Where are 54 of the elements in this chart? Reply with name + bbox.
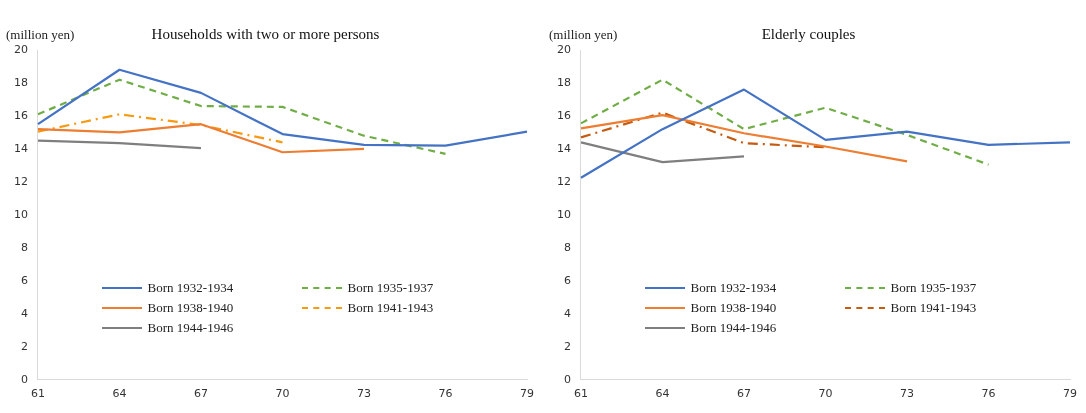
y-tick-label: 8 xyxy=(21,240,28,254)
legend-label: Born 1932-1934 xyxy=(690,279,777,296)
y-tick-label: 12 xyxy=(557,174,571,188)
line-series xyxy=(36,78,447,155)
y-tick-label: 20 xyxy=(557,42,571,56)
y-tick-label: 0 xyxy=(21,372,28,386)
y-tick-label: 6 xyxy=(564,273,571,287)
y-tick-label: 20 xyxy=(14,42,28,56)
x-tick-label: 79 xyxy=(520,387,534,401)
y-tick-label: 0 xyxy=(564,372,571,386)
legend-label: Born 1935-1937 xyxy=(890,279,977,296)
legend-label: Born 1938-1940 xyxy=(690,299,777,316)
x-tick-label: 73 xyxy=(900,387,914,401)
y-tick-label: 10 xyxy=(14,207,28,221)
x-tick-label: 70 xyxy=(818,387,833,401)
y-tick-label: 16 xyxy=(557,108,571,122)
x-tick-label: 76 xyxy=(438,387,453,401)
y-tick-label: 10 xyxy=(557,207,571,221)
line-series xyxy=(579,111,827,149)
line-series xyxy=(36,113,284,144)
x-tick-label: 67 xyxy=(194,387,208,401)
x-tick-label: 76 xyxy=(981,387,996,401)
x-tick-label: 67 xyxy=(737,387,751,401)
y-tick-label: 4 xyxy=(564,306,571,320)
y-tick-label: 14 xyxy=(557,141,571,155)
legend-label: Born 1935-1937 xyxy=(347,279,434,296)
x-tick-label: 64 xyxy=(112,387,127,401)
y-tick-label: 8 xyxy=(564,240,571,254)
x-tick-label: 64 xyxy=(655,387,670,401)
y-tick-label: 16 xyxy=(14,108,28,122)
chart-title: Elderly couples xyxy=(761,25,856,42)
x-tick-label: 61 xyxy=(574,387,588,401)
legend-label: Born 1944-1946 xyxy=(147,319,234,336)
legend-label: Born 1941-1943 xyxy=(347,299,434,316)
x-tick-label: 79 xyxy=(1063,387,1077,401)
y-axis-title: (million yen) xyxy=(549,26,618,42)
x-tick-label: 73 xyxy=(357,387,371,401)
legend-label: Born 1938-1940 xyxy=(147,299,234,316)
y-tick-label: 2 xyxy=(21,339,28,353)
y-tick-label: 2 xyxy=(564,339,571,353)
line-series xyxy=(579,78,990,166)
y-tick-label: 6 xyxy=(21,273,28,287)
legend-label: Born 1944-1946 xyxy=(690,319,777,336)
y-tick-label: 4 xyxy=(21,306,28,320)
y-tick-label: 12 xyxy=(14,174,28,188)
legend-label: Born 1941-1943 xyxy=(890,299,977,316)
y-tick-label: 14 xyxy=(14,141,28,155)
legend-label: Born 1932-1934 xyxy=(147,279,234,296)
y-tick-label: 18 xyxy=(14,75,28,89)
chart-title: Households with two or more persons xyxy=(151,25,380,42)
y-axis-title: (million yen) xyxy=(6,26,75,42)
y-tick-label: 18 xyxy=(557,75,571,89)
x-tick-label: 70 xyxy=(275,387,290,401)
x-tick-label: 61 xyxy=(31,387,45,401)
